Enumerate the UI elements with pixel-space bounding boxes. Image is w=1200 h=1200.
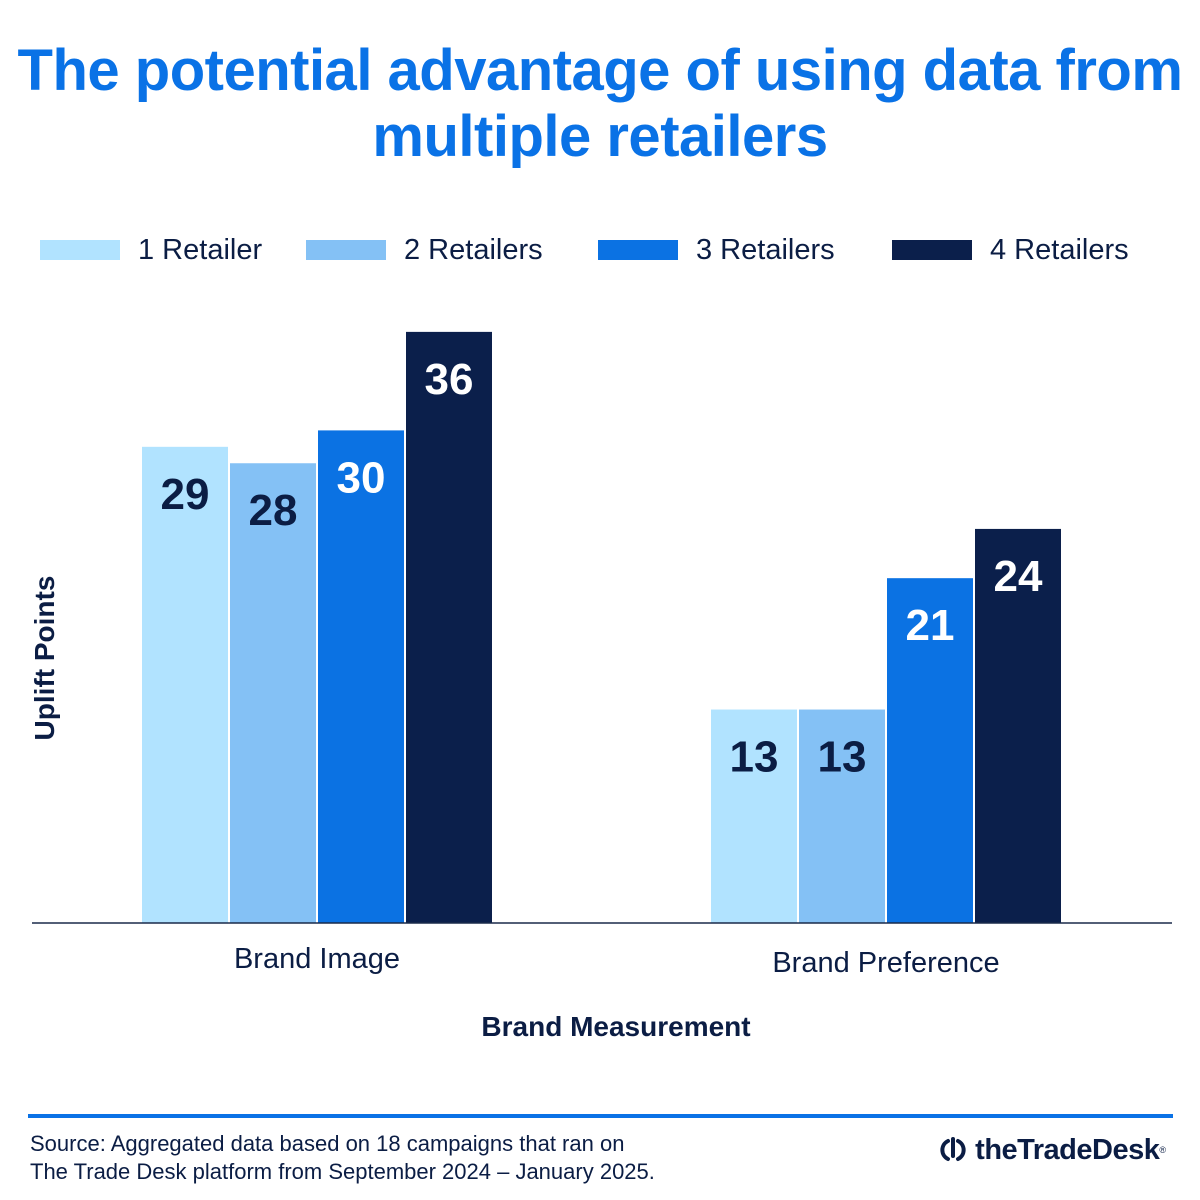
data-label-brand-preference-1: 13 — [730, 733, 779, 782]
trade-desk-logo-text: theTradeDesk — [975, 1133, 1160, 1166]
data-label-brand-preference-3: 21 — [906, 601, 955, 650]
legend-item-4-retailers: 4 Retailers — [892, 230, 1129, 270]
y-axis-title: Uplift Points — [29, 576, 60, 741]
legend-item-3-retailers: 3 Retailers — [598, 230, 835, 270]
trade-desk-logo-icon — [940, 1137, 966, 1161]
legend-label-3-retailers: 3 Retailers — [696, 233, 835, 266]
chart-legend: 1 Retailer 2 Retailers 3 Retailers 4 Ret… — [0, 230, 1200, 270]
bar-brand-preference-2 — [799, 709, 885, 923]
data-label-brand-image-1: 29 — [161, 470, 210, 519]
legend-label-4-retailers: 4 Retailers — [990, 233, 1129, 266]
data-label-brand-image-3: 30 — [337, 453, 386, 502]
legend-swatch-1-retailer — [40, 240, 120, 260]
bar-chart: 29 28 30 36 Brand Image 13 13 21 24 Brand Prefere… — [29, 331, 1172, 1042]
category-label-brand-preference: Brand Preference — [772, 947, 999, 979]
data-label-brand-preference-2: 13 — [818, 733, 867, 782]
bar-brand-image-1 — [142, 446, 228, 923]
legend-swatch-3-retailers — [598, 240, 678, 260]
bar-brand-preference-4 — [975, 528, 1061, 923]
legend-item-1-retailer: 1 Retailer — [40, 230, 262, 270]
legend-label-2-retailers: 2 Retailers — [404, 233, 543, 266]
bar-brand-preference-1 — [711, 709, 797, 923]
x-axis-title: Brand Measurement — [481, 1011, 750, 1042]
chart-title: The potential advantage of using data fr… — [17, 38, 1183, 169]
source-line-1: Source: Aggregated data based on 18 camp… — [30, 1131, 625, 1156]
trade-desk-logo-reg: ® — [1159, 1145, 1166, 1155]
data-label-brand-preference-4: 24 — [994, 552, 1043, 601]
category-label-brand-image: Brand Image — [234, 943, 400, 975]
legend-item-2-retailers: 2 Retailers — [306, 230, 543, 270]
bar-brand-preference-3 — [887, 578, 973, 923]
bar-brand-image-3 — [318, 430, 404, 923]
source-note: Source: Aggregated data based on 18 camp… — [30, 1130, 790, 1186]
legend-label-1-retailer: 1 Retailer — [138, 233, 263, 266]
data-label-brand-image-2: 28 — [249, 486, 298, 535]
trade-desk-logo: theTradeDesk ® — [939, 1133, 1166, 1167]
footer-divider — [28, 1114, 1173, 1118]
data-label-brand-image-4: 36 — [425, 355, 474, 404]
legend-swatch-2-retailers — [306, 240, 386, 260]
legend-swatch-4-retailers — [892, 240, 972, 260]
bar-brand-image-4 — [406, 331, 492, 923]
bar-brand-image-2 — [230, 463, 316, 923]
source-line-2: The Trade Desk platform from September 2… — [30, 1159, 655, 1184]
